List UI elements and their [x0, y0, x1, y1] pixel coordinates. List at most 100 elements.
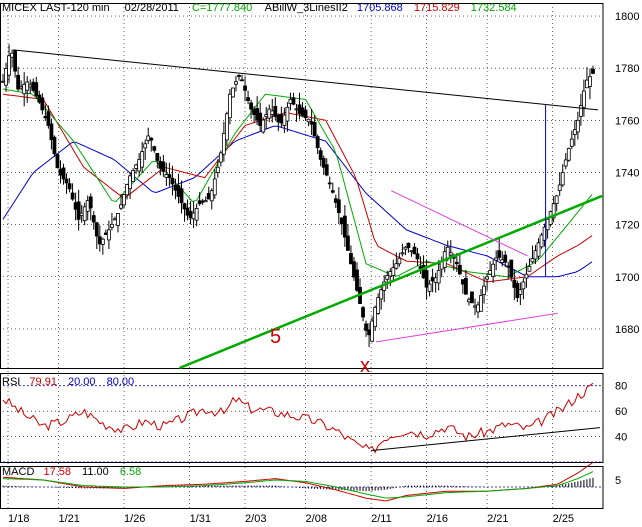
- candle: [403, 245, 408, 256]
- candle: [460, 279, 465, 294]
- candle: [524, 263, 529, 288]
- candle: [578, 93, 583, 126]
- candle: [155, 152, 160, 169]
- candle: [218, 150, 223, 167]
- candle: [315, 134, 320, 154]
- candle: [149, 137, 154, 152]
- candle: [327, 176, 332, 189]
- candle: [46, 105, 51, 129]
- price-tick-label: 1740: [615, 167, 639, 179]
- candle: [563, 153, 568, 170]
- candle: [73, 192, 78, 221]
- candle: [560, 164, 565, 187]
- date-tick-label: 1/18: [8, 513, 29, 525]
- macd-panel: [2, 461, 603, 502]
- candle: [200, 198, 205, 205]
- candle: [488, 261, 493, 275]
- candle: [521, 278, 526, 300]
- candle: [31, 78, 36, 93]
- candle: [518, 282, 523, 306]
- candle: [212, 169, 217, 199]
- candle: [333, 194, 338, 209]
- candle: [400, 243, 405, 257]
- candle: [19, 80, 24, 91]
- candle: [34, 76, 39, 99]
- candle: [342, 205, 347, 247]
- date-tick-label: 1/31: [190, 513, 211, 525]
- candle: [234, 75, 238, 92]
- candle: [539, 232, 544, 249]
- candle: [588, 68, 592, 100]
- candle: [291, 92, 296, 106]
- rsi-tick-label: 60: [615, 406, 627, 418]
- candle: [370, 316, 375, 343]
- ma-red-line: [2, 93, 593, 283]
- candle: [430, 268, 435, 293]
- symbol-label: MICEX LAST-120 min: [2, 2, 110, 14]
- candle: [161, 155, 166, 177]
- candle: [575, 111, 580, 140]
- candle: [194, 203, 199, 227]
- candle: [273, 97, 278, 121]
- candle: [206, 186, 211, 200]
- candle: [82, 202, 87, 226]
- candle: [406, 242, 411, 253]
- candle: [448, 240, 453, 264]
- candle: [164, 162, 169, 186]
- candle: [224, 111, 229, 147]
- candle: [188, 201, 193, 225]
- candle: [536, 238, 541, 260]
- candle: [37, 90, 42, 105]
- candle: [476, 301, 480, 319]
- moving-average-lines: [2, 88, 593, 283]
- candle: [285, 102, 290, 132]
- rsi-panel: [2, 382, 603, 463]
- candle: [415, 248, 420, 267]
- candle: [352, 256, 356, 281]
- candle: [557, 172, 562, 196]
- candle: [191, 201, 196, 229]
- date-tick-label: 2/25: [553, 513, 574, 525]
- macd-hist-value: 6.58: [120, 466, 141, 478]
- date-tick-label: 1/21: [58, 513, 79, 525]
- date-tick-label: 2/11: [371, 513, 392, 525]
- date-tick-label: 2/16: [427, 513, 448, 525]
- candle: [237, 74, 241, 81]
- candle: [64, 173, 69, 194]
- indicator-value-green: 1732.584: [471, 2, 517, 14]
- candle: [464, 269, 468, 295]
- candle: [258, 102, 263, 131]
- date-tick-label: 2/08: [306, 513, 327, 525]
- date-label: 02/28/2011: [125, 2, 179, 14]
- candle: [122, 193, 126, 209]
- candle: [364, 320, 368, 337]
- candle: [182, 202, 187, 222]
- candle: [503, 250, 508, 268]
- candle: [358, 278, 362, 305]
- grid-lines: [3, 3, 603, 508]
- candle: [412, 242, 417, 255]
- candle: [119, 193, 123, 211]
- candle: [215, 159, 220, 178]
- candle: [554, 194, 559, 212]
- indicator-value-red: 1715.829: [414, 2, 460, 14]
- date-tick-label: 2/21: [487, 513, 508, 525]
- wave-x-annotation: x: [360, 355, 370, 377]
- candle: [509, 259, 514, 282]
- rsi-value: 79.91: [29, 376, 57, 388]
- trendlines: [13, 49, 603, 370]
- candle: [491, 259, 496, 283]
- candle: [100, 237, 105, 255]
- candle: [467, 297, 471, 306]
- candle: [591, 65, 595, 75]
- candle: [49, 118, 54, 150]
- candle: [4, 62, 8, 92]
- ma-blue-line: [2, 125, 593, 278]
- date-tick-label: 1/26: [124, 513, 145, 525]
- candle: [485, 272, 489, 291]
- candle: [243, 76, 247, 102]
- candle: [379, 285, 384, 310]
- candle: [409, 250, 414, 257]
- candle: [55, 153, 60, 169]
